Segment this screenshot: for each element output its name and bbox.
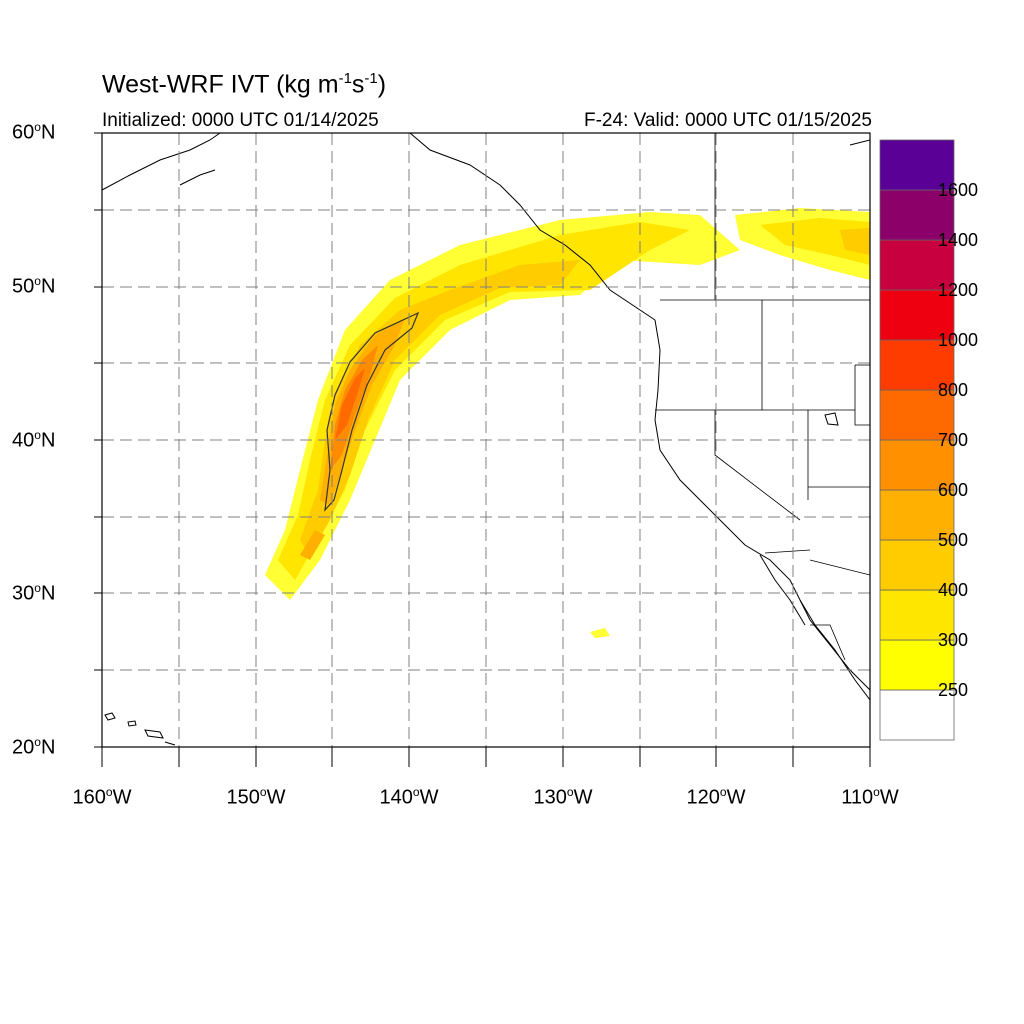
coastlines: [102, 133, 870, 746]
colorbar-label: 1200: [938, 280, 979, 300]
valid-time: F-24: Valid: 0000 UTC 01/15/2025: [584, 110, 872, 131]
colorbar-label: 1600: [938, 180, 979, 200]
colorbar-swatch: [879, 239, 955, 291]
colorbar-swatch: [879, 489, 955, 541]
axis-ticks: [94, 132, 871, 767]
colorbar-label: 300: [938, 630, 969, 650]
lon-label-130w: 130oW: [533, 785, 593, 809]
colorbar-swatch: [879, 339, 955, 391]
political-borders: [655, 133, 870, 661]
lat-label-60n: 60oN: [12, 120, 56, 144]
colorbar-label: 500: [938, 530, 969, 550]
lon-label-140w: 140oW: [379, 785, 439, 809]
lat-label-40n: 40oN: [12, 428, 56, 452]
colorbar-label: 800: [938, 380, 969, 400]
colorbar-swatch: [879, 289, 955, 341]
ivt-contour-line: [324, 311, 420, 512]
colorbar: [879, 139, 955, 741]
colorbar-swatch: [879, 189, 955, 241]
lon-label-120w: 120oW: [686, 785, 746, 809]
map-title: West-WRF IVT (kg m-1s-1): [102, 70, 387, 99]
initialized-time: Initialized: 0000 UTC 01/14/2025: [102, 110, 379, 131]
colorbar-swatch: [879, 389, 955, 441]
colorbar-label: 700: [938, 430, 969, 450]
colorbar-swatch: [879, 139, 955, 191]
colorbar-label: 400: [938, 580, 969, 600]
lon-label-160w: 160oW: [72, 785, 132, 809]
colorbar-label: 1000: [938, 330, 979, 350]
colorbar-swatch: [879, 439, 955, 491]
colorbar-label: 600: [938, 480, 969, 500]
colorbar-label: 1400: [938, 230, 979, 250]
colorbar-swatch: [879, 589, 955, 641]
ivt-shading: [265, 208, 870, 638]
colorbar-swatch: [879, 539, 955, 591]
lon-label-110w: 110oW: [841, 785, 899, 809]
lon-label-150w: 150oW: [226, 785, 286, 809]
lat-label-50n: 50oN: [12, 274, 56, 298]
colorbar-swatch: [879, 689, 955, 741]
lat-label-20n: 20oN: [12, 735, 56, 759]
graticule: [102, 133, 870, 747]
lat-label-30n: 30oN: [12, 581, 56, 605]
colorbar-label: 250: [938, 680, 969, 700]
colorbar-swatch: [879, 639, 955, 691]
